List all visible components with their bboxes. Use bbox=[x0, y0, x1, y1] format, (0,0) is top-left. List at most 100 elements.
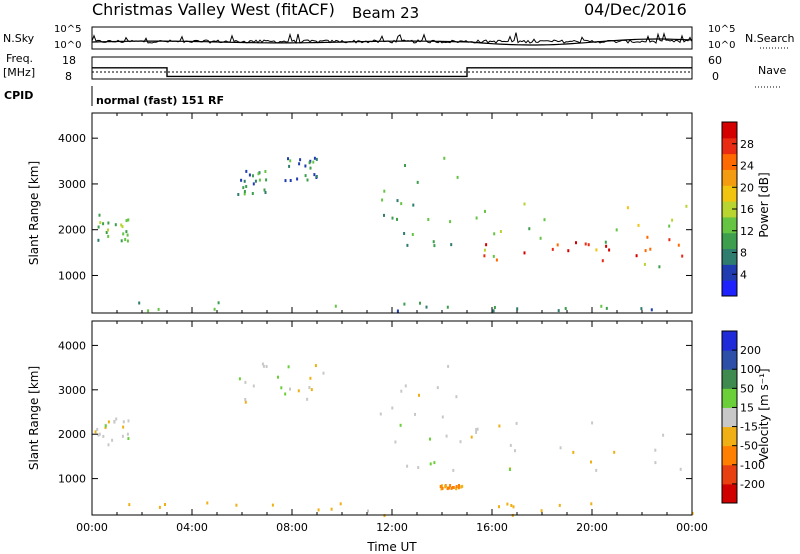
echo-cell bbox=[441, 415, 444, 419]
echo-cell bbox=[512, 505, 515, 509]
power-echoes bbox=[97, 156, 688, 313]
echo-cell bbox=[650, 308, 653, 312]
echo-cell bbox=[498, 424, 501, 428]
echo-cell bbox=[122, 425, 125, 429]
echo-cell bbox=[381, 198, 384, 202]
echo-cell bbox=[447, 364, 450, 368]
echo-cell bbox=[436, 386, 439, 390]
echo-cell bbox=[243, 192, 246, 196]
ytick-label: 4000 bbox=[58, 339, 86, 352]
echo-cell bbox=[400, 202, 403, 206]
echo-cell bbox=[243, 179, 246, 183]
echo-cell bbox=[681, 254, 684, 258]
echo-cell bbox=[443, 156, 446, 160]
colorbar-tick-label: 4 bbox=[740, 268, 747, 281]
colorbar-segment bbox=[722, 232, 737, 250]
echo-cell bbox=[429, 462, 432, 466]
echo-cell bbox=[404, 164, 406, 167]
echo-cell bbox=[508, 468, 511, 471]
echo-cell bbox=[587, 243, 590, 247]
echo-cell bbox=[445, 434, 448, 438]
echo-cell bbox=[164, 503, 166, 506]
echo-cell bbox=[455, 395, 458, 399]
xtick-label: 20:00 bbox=[576, 521, 608, 534]
echo-cell bbox=[97, 225, 100, 229]
colorbar-tick-label: 20 bbox=[740, 181, 754, 194]
echo-cell bbox=[539, 236, 542, 240]
echo-cell bbox=[308, 161, 311, 165]
echo-cell bbox=[649, 247, 652, 251]
echo-cell bbox=[492, 309, 495, 313]
echo-cell bbox=[605, 306, 608, 310]
colorbar-segment bbox=[722, 280, 737, 297]
echo-cell bbox=[450, 243, 453, 247]
echo-cell bbox=[509, 443, 512, 447]
echo-cell bbox=[242, 186, 245, 190]
echo-cell bbox=[668, 224, 671, 228]
echo-cell bbox=[540, 509, 543, 513]
echo-cell bbox=[475, 428, 478, 431]
echo-cell bbox=[440, 484, 443, 488]
echo-cell bbox=[122, 420, 125, 424]
echo-cell bbox=[495, 258, 498, 262]
ytick-label: 4000 bbox=[58, 132, 86, 145]
echo-cell bbox=[107, 221, 110, 225]
echo-cell bbox=[691, 511, 694, 515]
echo-cell bbox=[590, 460, 592, 464]
colorbar-tick-label: -200 bbox=[740, 478, 765, 491]
echo-cell bbox=[459, 440, 462, 444]
colorbar-segment bbox=[722, 426, 737, 447]
echo-cell bbox=[107, 443, 110, 447]
echo-cell bbox=[107, 228, 109, 232]
echo-cell bbox=[243, 190, 246, 193]
echo-cell bbox=[98, 432, 101, 436]
power-colorbar-ticks: 4 8 12 16 20 24 28 bbox=[732, 138, 754, 281]
echo-cell bbox=[107, 420, 110, 424]
echo-cell bbox=[313, 173, 316, 177]
echo-cell bbox=[643, 262, 646, 266]
echo-cell bbox=[516, 307, 519, 311]
echo-cell bbox=[403, 232, 406, 235]
freq-tick-bottom: 8 bbox=[65, 70, 72, 83]
echo-cell bbox=[470, 435, 473, 439]
echo-cell bbox=[306, 178, 309, 182]
nsearch-tick-top: 10^5 bbox=[708, 24, 735, 35]
echo-cell bbox=[572, 450, 575, 454]
echo-cell bbox=[476, 427, 479, 431]
cpid-panel: CPID normal (fast) 151 RF bbox=[4, 86, 224, 107]
echo-cell bbox=[121, 434, 124, 438]
echo-cell bbox=[528, 227, 531, 231]
echo-cell bbox=[432, 240, 435, 244]
ytick-label: 1000 bbox=[58, 473, 86, 486]
echo-cell bbox=[251, 192, 254, 195]
echo-cell bbox=[244, 400, 247, 404]
echo-cell bbox=[105, 231, 108, 234]
echo-cell bbox=[122, 232, 125, 236]
echo-cell bbox=[654, 448, 657, 452]
echo-cell bbox=[261, 362, 264, 366]
colorbar-segment bbox=[722, 388, 737, 408]
echo-cell bbox=[262, 364, 265, 368]
echo-cell bbox=[484, 209, 486, 213]
echo-cell bbox=[427, 218, 430, 221]
echo-cell bbox=[439, 485, 442, 488]
colorbar-segment bbox=[722, 264, 737, 281]
echo-cell bbox=[254, 179, 257, 183]
colorbar-tick-label: 12 bbox=[740, 225, 754, 238]
echo-cell bbox=[523, 202, 526, 206]
colorbar-segment bbox=[722, 407, 737, 428]
echo-cell bbox=[313, 156, 316, 160]
echo-cell bbox=[608, 248, 611, 252]
echo-cell bbox=[475, 216, 478, 220]
velocity-xaxis: 00:00 04:00 08:00 12:00 16:00 20:00 00:00 bbox=[76, 321, 708, 534]
echo-cell bbox=[414, 412, 416, 416]
echo-cell bbox=[147, 309, 150, 313]
echo-cell bbox=[411, 233, 414, 236]
echo-cell bbox=[506, 502, 509, 506]
echo-cell bbox=[654, 461, 657, 465]
echo-cell bbox=[121, 225, 124, 229]
xtick-label: 00:00 bbox=[676, 521, 708, 534]
echo-cell bbox=[252, 182, 255, 186]
echo-cell bbox=[446, 305, 449, 309]
echo-cell bbox=[433, 244, 436, 248]
